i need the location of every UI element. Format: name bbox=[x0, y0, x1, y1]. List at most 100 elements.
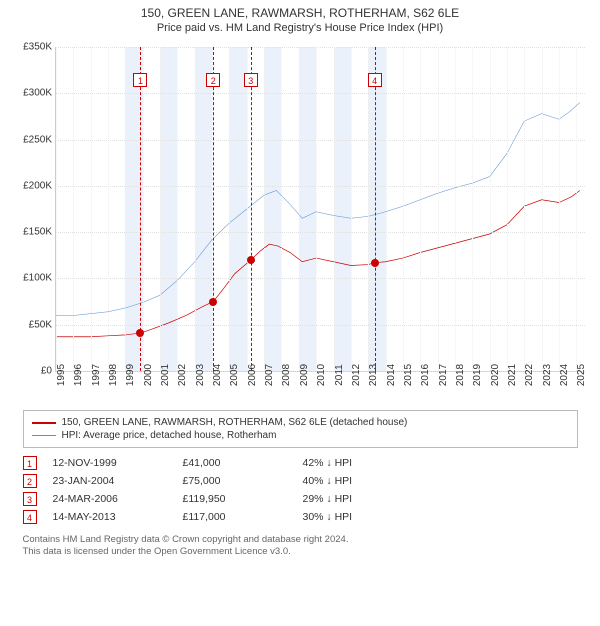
year-tickline bbox=[264, 47, 265, 371]
price-marker bbox=[209, 298, 217, 306]
y-axis-label: £300K bbox=[23, 88, 52, 99]
event-date: 23-JAN-2004 bbox=[53, 475, 183, 487]
event-date: 12-NOV-1999 bbox=[53, 457, 183, 469]
event-number-box: 3 bbox=[23, 492, 37, 506]
x-axis-label: 1998 bbox=[108, 364, 119, 386]
year-tickline bbox=[559, 47, 560, 371]
y-axis-label: £250K bbox=[23, 134, 52, 145]
year-tickline bbox=[438, 47, 439, 371]
gridline bbox=[56, 186, 585, 187]
year-tickline bbox=[229, 47, 230, 371]
legend-label: HPI: Average price, detached house, Roth… bbox=[62, 430, 277, 441]
x-axis-label: 2020 bbox=[490, 364, 501, 386]
chart-subtitle: Price paid vs. HM Land Registry's House … bbox=[0, 22, 600, 34]
x-axis-label: 2018 bbox=[455, 364, 466, 386]
year-tickline bbox=[125, 47, 126, 371]
year-tickline bbox=[73, 47, 74, 371]
event-date: 14-MAY-2013 bbox=[53, 511, 183, 523]
legend-label: 150, GREEN LANE, RAWMARSH, ROTHERHAM, S6… bbox=[62, 417, 408, 428]
legend-swatch bbox=[32, 422, 56, 424]
x-axis-label: 2007 bbox=[264, 364, 275, 386]
year-tickline bbox=[455, 47, 456, 371]
year-tickline bbox=[195, 47, 196, 371]
event-line bbox=[140, 47, 141, 371]
year-tickline bbox=[524, 47, 525, 371]
x-axis-label: 2022 bbox=[524, 364, 535, 386]
chart: £0£50K£100K£150K£200K£250K£300K£350K1995… bbox=[10, 42, 590, 402]
year-tickline bbox=[247, 47, 248, 371]
event-line bbox=[251, 47, 252, 371]
x-axis-label: 2009 bbox=[299, 364, 310, 386]
x-axis-label: 2019 bbox=[472, 364, 483, 386]
x-axis-label: 2010 bbox=[316, 364, 327, 386]
footnote: Contains HM Land Registry data © Crown c… bbox=[23, 534, 578, 559]
x-axis-label: 2024 bbox=[559, 364, 570, 386]
event-delta: 42% ↓ HPI bbox=[303, 457, 423, 469]
gridline bbox=[56, 47, 585, 48]
x-axis-label: 2025 bbox=[576, 364, 587, 386]
x-axis-label: 2008 bbox=[281, 364, 292, 386]
x-axis-label: 1996 bbox=[73, 364, 84, 386]
x-axis-label: 2000 bbox=[143, 364, 154, 386]
year-tickline bbox=[507, 47, 508, 371]
chart-lines bbox=[56, 47, 585, 371]
chart-title: 150, GREEN LANE, RAWMARSH, ROTHERHAM, S6… bbox=[0, 6, 600, 20]
x-axis-label: 2001 bbox=[160, 364, 171, 386]
y-axis-label: £100K bbox=[23, 273, 52, 284]
x-axis-label: 2015 bbox=[403, 364, 414, 386]
legend-row: HPI: Average price, detached house, Roth… bbox=[32, 430, 569, 441]
event-price: £41,000 bbox=[183, 457, 303, 469]
year-tickline bbox=[334, 47, 335, 371]
gridline bbox=[56, 232, 585, 233]
x-axis-label: 2006 bbox=[247, 364, 258, 386]
event-delta: 40% ↓ HPI bbox=[303, 475, 423, 487]
x-axis-label: 2002 bbox=[177, 364, 188, 386]
event-delta: 30% ↓ HPI bbox=[303, 511, 423, 523]
year-tickline bbox=[576, 47, 577, 371]
gridline bbox=[56, 93, 585, 94]
year-tickline bbox=[56, 47, 57, 371]
year-tickline bbox=[368, 47, 369, 371]
event-date: 24-MAR-2006 bbox=[53, 493, 183, 505]
year-tickline bbox=[91, 47, 92, 371]
plot-area: £0£50K£100K£150K£200K£250K£300K£350K1995… bbox=[55, 47, 585, 372]
year-tickline bbox=[160, 47, 161, 371]
events-table: 112-NOV-1999£41,00042% ↓ HPI 2 23-JAN-2004… bbox=[23, 456, 578, 524]
x-axis-label: 1999 bbox=[125, 364, 136, 386]
event-line bbox=[375, 47, 376, 371]
event-delta: 29% ↓ HPI bbox=[303, 493, 423, 505]
year-tickline bbox=[281, 47, 282, 371]
event-row: 2 23-JAN-2004£75,00040% ↓ HPI bbox=[23, 474, 578, 488]
x-axis-label: 2003 bbox=[195, 364, 206, 386]
gridline bbox=[56, 325, 585, 326]
event-marker-box: 4 bbox=[368, 73, 382, 87]
event-number-box: 4 bbox=[23, 510, 37, 524]
series-hpi bbox=[56, 103, 580, 316]
year-tickline bbox=[490, 47, 491, 371]
price-marker bbox=[371, 259, 379, 267]
event-price: £117,000 bbox=[183, 511, 303, 523]
year-tickline bbox=[542, 47, 543, 371]
legend-swatch bbox=[32, 435, 56, 436]
event-marker-box: 1 bbox=[133, 73, 147, 87]
year-tickline bbox=[177, 47, 178, 371]
event-price: £75,000 bbox=[183, 475, 303, 487]
legend-row: 150, GREEN LANE, RAWMARSH, ROTHERHAM, S6… bbox=[32, 417, 569, 428]
x-axis-label: 2005 bbox=[229, 364, 240, 386]
x-axis-label: 2017 bbox=[438, 364, 449, 386]
y-axis-label: £150K bbox=[23, 227, 52, 238]
year-tickline bbox=[472, 47, 473, 371]
event-row: 112-NOV-1999£41,00042% ↓ HPI bbox=[23, 456, 578, 470]
legend: 150, GREEN LANE, RAWMARSH, ROTHERHAM, S6… bbox=[23, 410, 578, 448]
x-axis-label: 2011 bbox=[334, 364, 345, 386]
year-tickline bbox=[386, 47, 387, 371]
gridline bbox=[56, 278, 585, 279]
year-tickline bbox=[403, 47, 404, 371]
year-tickline bbox=[108, 47, 109, 371]
x-axis-label: 2012 bbox=[351, 364, 362, 386]
x-axis-label: 1995 bbox=[56, 364, 67, 386]
y-axis-label: £0 bbox=[41, 366, 52, 377]
event-number-box: 2 bbox=[23, 474, 37, 488]
event-marker-box: 2 bbox=[206, 73, 220, 87]
price-marker bbox=[136, 329, 144, 337]
